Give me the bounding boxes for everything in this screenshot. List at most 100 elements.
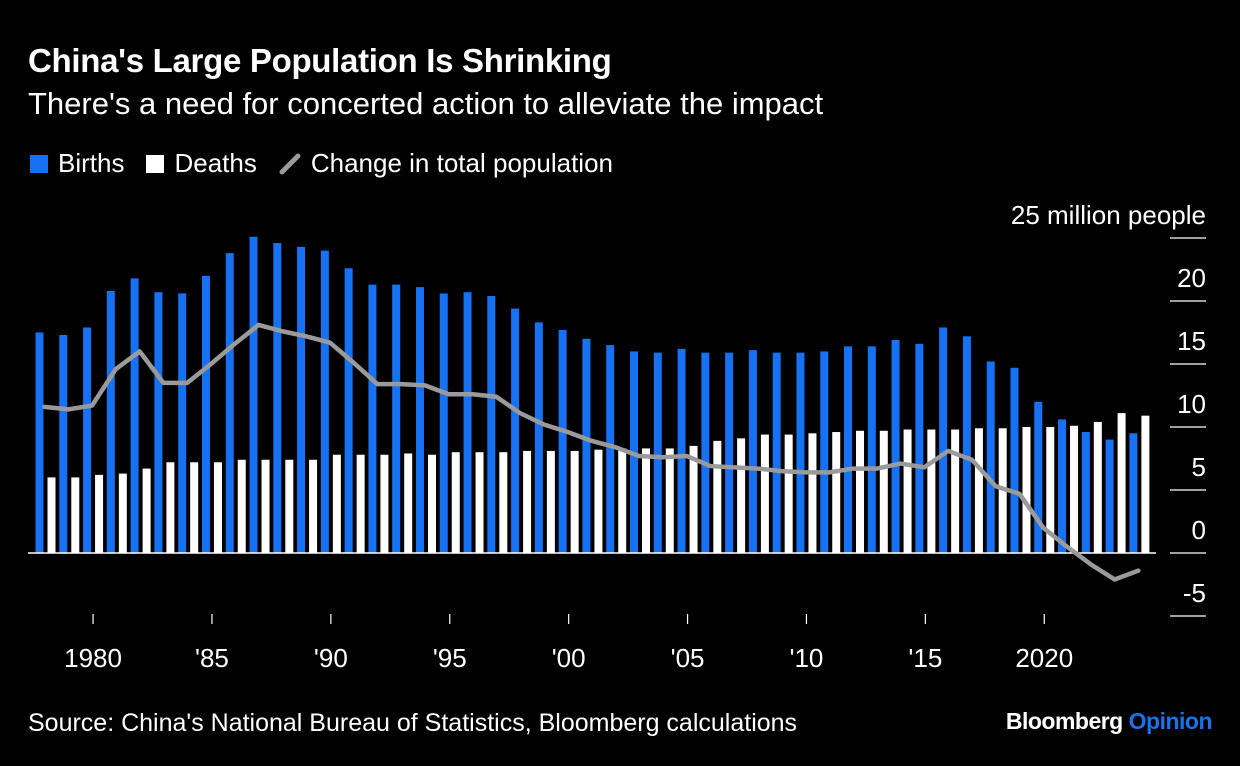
deaths-bar-2004 [665, 448, 674, 553]
deaths-bar-2010 [808, 433, 817, 553]
y-tick-label-25: 25 million people [1011, 200, 1206, 230]
births-bar-1994 [415, 287, 424, 553]
deaths-bar-2019 [1022, 427, 1031, 553]
deaths-bar-2007 [737, 438, 746, 553]
births-bar-2015 [915, 343, 924, 553]
brand-logo: Bloomberg Opinion [1006, 708, 1213, 735]
births-bar-1998 [511, 308, 520, 553]
deaths-bar-1986 [237, 459, 246, 553]
deaths-bar-2009 [784, 434, 793, 553]
deaths-bar-2012 [856, 430, 865, 553]
births-bar-2019 [1010, 367, 1019, 553]
deaths-bar-1995 [451, 452, 460, 553]
births-bar-1996 [463, 292, 472, 553]
births-bar-1997 [487, 295, 496, 553]
births-bar-2011 [820, 351, 829, 553]
y-tick-label-20: 20 [1177, 263, 1206, 293]
births-bar-1985 [201, 275, 210, 553]
births-bar-1995 [439, 293, 448, 553]
births-bar-1981 [106, 290, 115, 553]
births-bar-1987 [249, 236, 258, 554]
births-bar-2020 [1034, 401, 1043, 553]
deaths-bar-2024 [1141, 415, 1150, 553]
births-bar-2012 [844, 346, 853, 553]
births-bar-1990 [320, 250, 329, 553]
deaths-bar-1993 [404, 453, 413, 553]
deaths-bar-1985 [213, 462, 222, 553]
births-bar-1988 [273, 243, 282, 553]
births-swatch-icon [30, 154, 48, 173]
deaths-bar-2005 [689, 445, 698, 553]
deaths-bar-1980 [95, 474, 104, 553]
deaths-bar-2000 [570, 450, 579, 553]
deaths-bar-2013 [879, 430, 888, 553]
births-bar-2009 [772, 352, 781, 553]
births-bar-2004 [653, 352, 662, 553]
births-bar-1978 [35, 332, 44, 553]
y-tick-label-10: 10 [1177, 389, 1206, 419]
deaths-bar-1984 [190, 462, 199, 553]
x-tick-label-2010: '10 [790, 643, 824, 673]
chart-plot: -5 0 5 10 15 20 25 million people 1980 '85 '90 '95… [28, 200, 1206, 673]
births-bar-2006 [701, 352, 710, 553]
deaths-swatch-icon [146, 154, 165, 173]
deaths-bar-2011 [832, 432, 841, 553]
deaths-bar-2001 [594, 449, 603, 553]
y-tick-label-5: 5 [1192, 452, 1206, 482]
births-bar-2007 [725, 352, 734, 553]
births-bar-1986 [225, 253, 234, 553]
births-bar-1993 [392, 284, 401, 553]
deaths-bar-1998 [523, 450, 532, 553]
chart-subtitle: There's a need for concerted action to a… [28, 86, 824, 121]
births-bar-1980 [83, 327, 92, 553]
legend-item-change: Change in total population [279, 148, 613, 179]
deaths-bar-2023 [1117, 413, 1126, 553]
births-bar-2008 [748, 350, 757, 553]
legend-label-deaths: Deaths [174, 148, 257, 178]
births-bar-1983 [154, 292, 163, 553]
births-bar-2021 [1058, 419, 1067, 553]
deaths-bar-1979 [71, 477, 80, 553]
deaths-bar-2014 [903, 429, 912, 553]
legend-item-births: Births [30, 148, 124, 179]
births-bar-1979 [59, 335, 68, 553]
deaths-bar-1983 [166, 462, 175, 553]
deaths-bar-2020 [1046, 427, 1055, 553]
x-tick-label-2005: '05 [671, 643, 705, 673]
x-tick-label-1995: '95 [433, 643, 467, 673]
deaths-bar-1991 [356, 454, 365, 553]
x-tick-label-2020: 2020 [1015, 643, 1073, 673]
deaths-bar-2021 [1070, 425, 1079, 553]
y-tick-label-0: 0 [1192, 515, 1206, 545]
births-bar-2005 [677, 348, 686, 553]
deaths-bar-1982 [142, 468, 151, 553]
deaths-bar-2017 [974, 428, 983, 553]
births-bar-2018 [986, 361, 995, 553]
births-bar-1984 [178, 293, 187, 553]
legend-item-deaths: Deaths [146, 148, 257, 179]
births-bar-2016 [939, 327, 948, 553]
births-bar-2000 [558, 329, 567, 553]
deaths-bar-2016 [951, 429, 960, 553]
deaths-bar-2006 [713, 440, 722, 553]
births-bar-2022 [1081, 432, 1090, 553]
births-bar-2002 [606, 345, 615, 553]
deaths-bar-2002 [618, 448, 627, 553]
deaths-bar-2022 [1093, 421, 1102, 553]
births-bar-2014 [891, 340, 900, 553]
deaths-bar-1978 [47, 477, 56, 553]
deaths-bar-1990 [332, 454, 341, 553]
x-tick-label-1985: '85 [195, 643, 229, 673]
births-bar-1999 [534, 322, 543, 553]
deaths-bar-1987 [261, 459, 270, 553]
births-bar-2023 [1105, 439, 1114, 553]
x-tick-label-1980: 1980 [64, 643, 122, 673]
deaths-bar-2003 [642, 448, 650, 553]
births-bar-1989 [297, 246, 306, 553]
births-bar-2010 [796, 352, 805, 553]
chart-title: China's Large Population Is Shrinking [28, 42, 612, 79]
births-bar-2013 [867, 346, 876, 553]
births-bar-2017 [962, 336, 971, 553]
deaths-bar-1996 [475, 452, 484, 553]
deaths-bar-2015 [927, 429, 936, 553]
